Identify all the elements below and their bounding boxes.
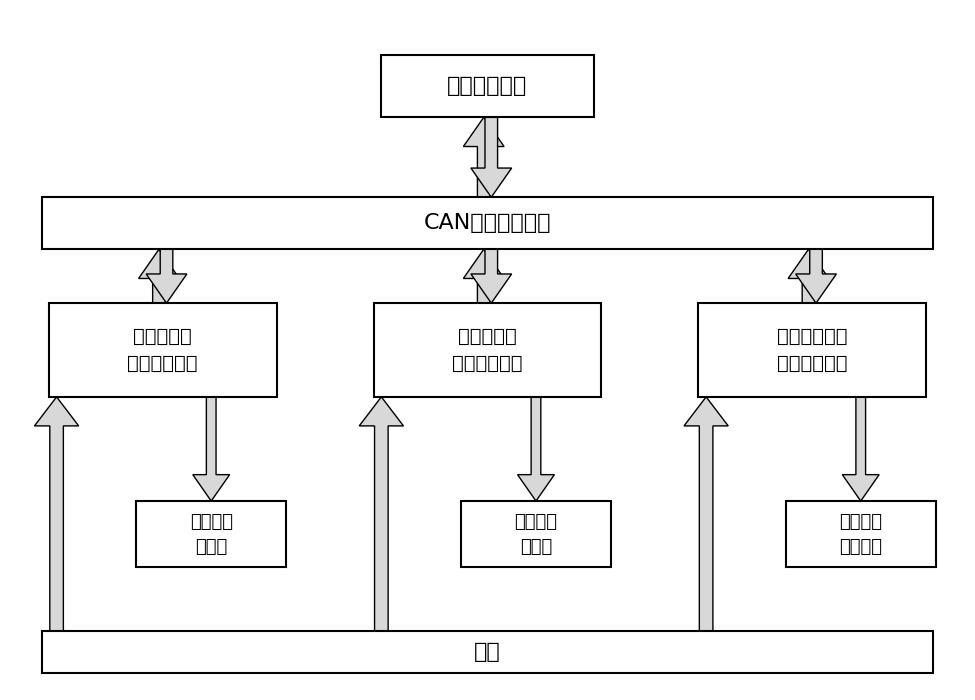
FancyArrow shape [359, 397, 404, 631]
Bar [49, 303, 277, 397]
Bar [42, 631, 933, 673]
Bar [373, 303, 602, 397]
Text: CAN网络指令信号: CAN网络指令信号 [424, 214, 551, 233]
FancyArrow shape [471, 249, 512, 303]
Bar [461, 501, 611, 567]
Text: 列车管压
力输出: 列车管压 力输出 [190, 512, 233, 556]
Text: 分配阀压
力输出: 分配阀压 力输出 [515, 512, 558, 556]
FancyArrow shape [138, 249, 179, 303]
FancyArrow shape [463, 118, 504, 197]
Text: 单独制动控制
电空制动单元: 单独制动控制 电空制动单元 [777, 327, 847, 372]
FancyArrow shape [842, 397, 879, 501]
Bar [42, 197, 933, 249]
Bar [381, 55, 594, 118]
FancyArrow shape [193, 397, 230, 501]
FancyArrow shape [518, 397, 555, 501]
Text: 风源: 风源 [474, 642, 501, 662]
Text: 外部数据交互: 外部数据交互 [448, 76, 527, 96]
FancyArrow shape [463, 249, 504, 303]
Text: 列车管控制
电空制动单元: 列车管控制 电空制动单元 [128, 327, 198, 372]
Text: 单独制动
压力输出: 单独制动 压力输出 [839, 512, 882, 556]
Text: 分配阀控制
电空制动单元: 分配阀控制 电空制动单元 [452, 327, 523, 372]
FancyArrow shape [788, 249, 829, 303]
FancyArrow shape [471, 118, 512, 197]
FancyArrow shape [796, 249, 837, 303]
Bar [698, 303, 926, 397]
Bar [786, 501, 936, 567]
FancyArrow shape [146, 249, 187, 303]
FancyArrow shape [34, 397, 79, 631]
FancyArrow shape [684, 397, 728, 631]
Bar [136, 501, 287, 567]
